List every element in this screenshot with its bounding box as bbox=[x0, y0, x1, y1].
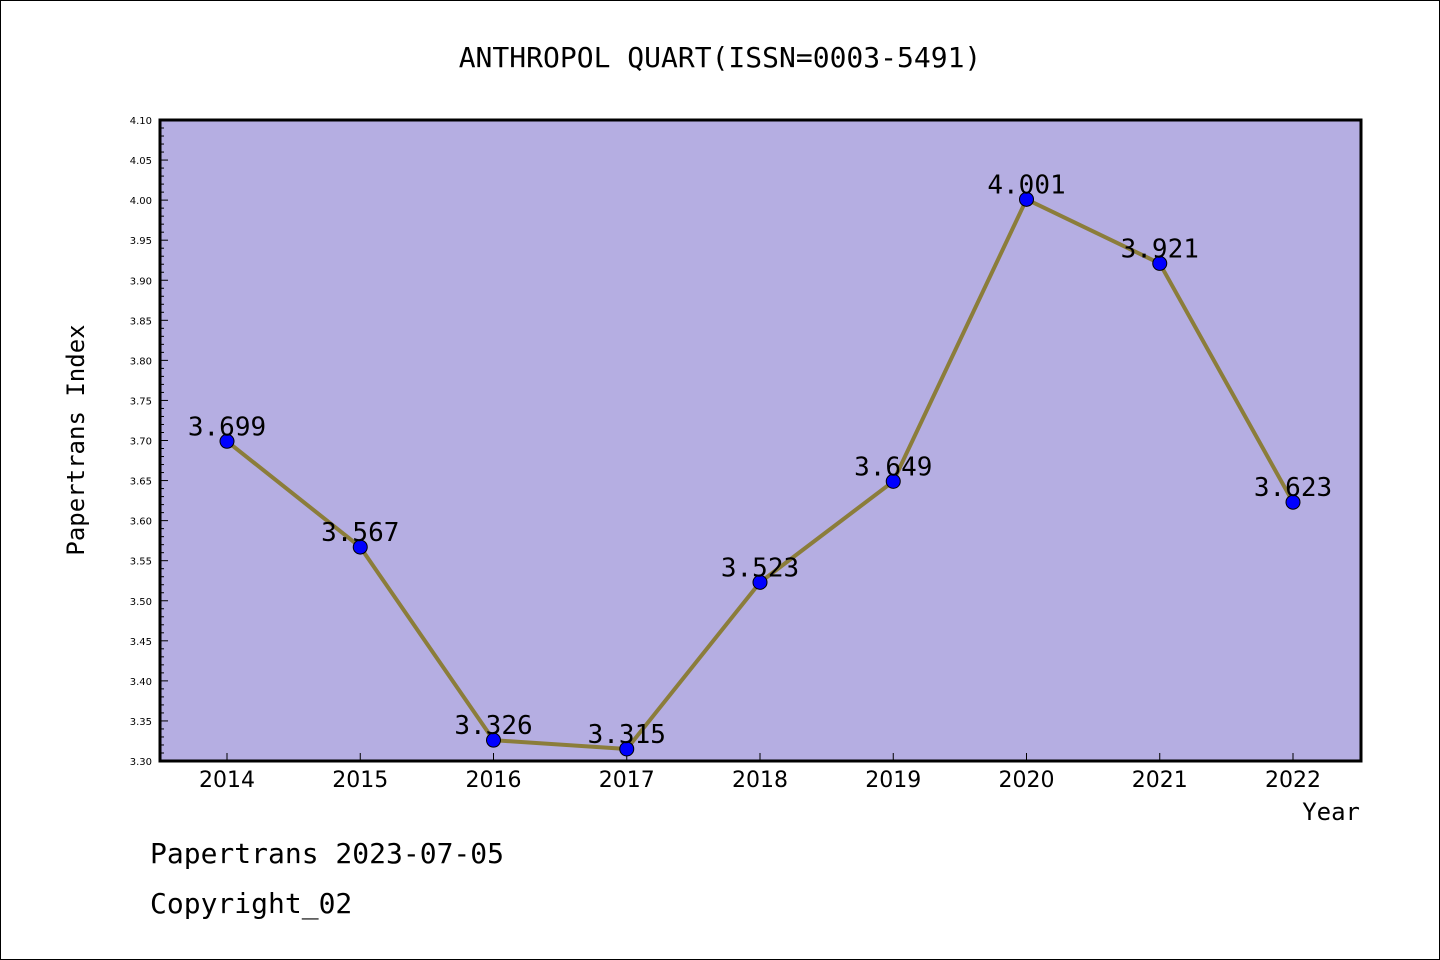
data-point bbox=[885, 473, 901, 489]
y-axis: 3.30 3.35 3.40 3.45 3.50 3.55 3.60 3.65 3.70 3.75… bbox=[130, 116, 168, 768]
x-axis: 2014 2015 2016 2017 2018 2019 2020 2021 2022 bbox=[199, 753, 1321, 793]
y-tick-label: 3.35 bbox=[130, 717, 152, 728]
data-point bbox=[352, 539, 368, 555]
data-label: 3.699 bbox=[188, 412, 266, 442]
plot-area bbox=[158, 118, 1363, 763]
y-tick-label: 3.85 bbox=[130, 316, 152, 327]
data-label: 3.921 bbox=[1121, 234, 1199, 264]
x-tick-label: 2019 bbox=[865, 768, 921, 793]
x-tick-label: 2020 bbox=[999, 768, 1055, 793]
data-point bbox=[219, 433, 235, 449]
y-tick-label: 3.45 bbox=[130, 637, 152, 648]
footer-source: Papertrans 2023-07-05 bbox=[150, 837, 504, 870]
y-tick-label: 3.90 bbox=[130, 276, 152, 287]
data-point bbox=[486, 732, 501, 748]
footer-copyright: Copyright_02 bbox=[150, 887, 352, 921]
data-point bbox=[1285, 494, 1301, 510]
y-tick-label: 3.60 bbox=[130, 517, 152, 528]
data-label: 3.649 bbox=[854, 452, 932, 482]
data-label: 3.523 bbox=[721, 553, 799, 583]
data-label: 3.326 bbox=[454, 711, 532, 741]
x-tick-label: 2018 bbox=[732, 768, 788, 793]
x-axis-label: Year bbox=[1302, 798, 1360, 826]
data-point bbox=[1152, 255, 1168, 271]
y-tick-label: 3.70 bbox=[130, 437, 152, 448]
y-tick-label: 3.55 bbox=[130, 557, 152, 568]
x-tick-label: 2014 bbox=[199, 768, 255, 793]
y-tick-label: 4.05 bbox=[130, 156, 152, 167]
data-point bbox=[1019, 191, 1034, 207]
y-tick-label: 3.75 bbox=[130, 396, 152, 407]
data-label: 3.567 bbox=[321, 518, 399, 548]
y-tick-label: 3.30 bbox=[130, 757, 152, 768]
x-tick-label: 2016 bbox=[466, 768, 522, 793]
data-label: 3.315 bbox=[588, 720, 666, 750]
chart-title: ANTHROPOL QUART(ISSN=0003-5491) bbox=[459, 41, 982, 74]
y-tick-label: 3.50 bbox=[130, 597, 152, 608]
y-tick-label: 3.65 bbox=[130, 477, 152, 488]
x-tick-label: 2022 bbox=[1265, 768, 1321, 793]
y-axis-label: Papertrans Index bbox=[62, 324, 90, 555]
markers-group bbox=[219, 191, 1301, 757]
y-tick-label: 3.80 bbox=[130, 356, 152, 367]
x-tick-label: 2021 bbox=[1132, 768, 1188, 793]
y-tick-label: 3.40 bbox=[130, 677, 152, 688]
y-tick-label: 4.10 bbox=[130, 116, 152, 127]
x-tick-label: 2015 bbox=[332, 768, 388, 793]
data-label: 4.001 bbox=[987, 170, 1065, 200]
y-tick-label: 3.95 bbox=[130, 236, 152, 247]
data-point bbox=[752, 574, 768, 590]
data-point bbox=[619, 741, 635, 757]
x-tick-label: 2017 bbox=[599, 768, 655, 793]
data-label: 3.623 bbox=[1254, 473, 1332, 503]
data-labels-group: 3.699 3.567 3.326 3.315 3.523 3.649 4.001 3.921… bbox=[188, 170, 1332, 750]
y-tick-label: 4.00 bbox=[130, 196, 152, 207]
